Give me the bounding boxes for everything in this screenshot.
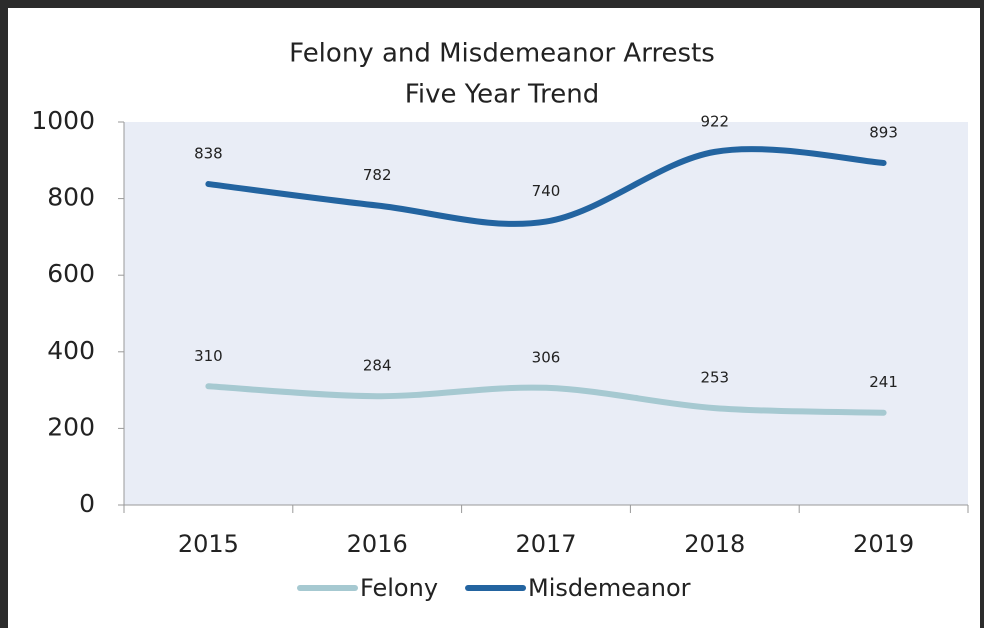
data-label: 893 — [869, 123, 898, 141]
data-label: 284 — [363, 357, 392, 375]
y-tick-label: 800 — [47, 183, 95, 212]
chart-title: Felony and Misdemeanor Arrests — [289, 39, 715, 69]
data-label: 310 — [194, 347, 223, 365]
y-tick-label: 400 — [47, 336, 95, 365]
series-line — [205, 383, 887, 416]
y-tick-label: 600 — [47, 259, 95, 288]
x-tick-label: 2015 — [178, 530, 239, 558]
legend-label: Misdemeanor — [528, 574, 691, 602]
x-tick-label: 2017 — [515, 530, 576, 558]
data-label: 306 — [532, 348, 561, 366]
y-tick-label: 0 — [79, 489, 95, 518]
data-label: 838 — [194, 145, 223, 163]
x-tick-label: 2018 — [684, 530, 745, 558]
x-tick-label: 2019 — [853, 530, 914, 558]
plot-area — [124, 122, 968, 505]
x-tick-label: 2016 — [347, 530, 408, 558]
chart-subtitle: Five Year Trend — [405, 80, 599, 110]
data-label: 740 — [532, 182, 561, 200]
y-tick-label: 1000 — [31, 106, 95, 135]
data-label: 253 — [700, 369, 729, 387]
y-tick-label: 200 — [47, 412, 95, 441]
legend-label: Felony — [360, 574, 438, 602]
data-label: 922 — [700, 112, 729, 130]
data-label: 241 — [869, 373, 898, 391]
data-label: 782 — [363, 166, 392, 184]
series-line — [205, 146, 887, 227]
